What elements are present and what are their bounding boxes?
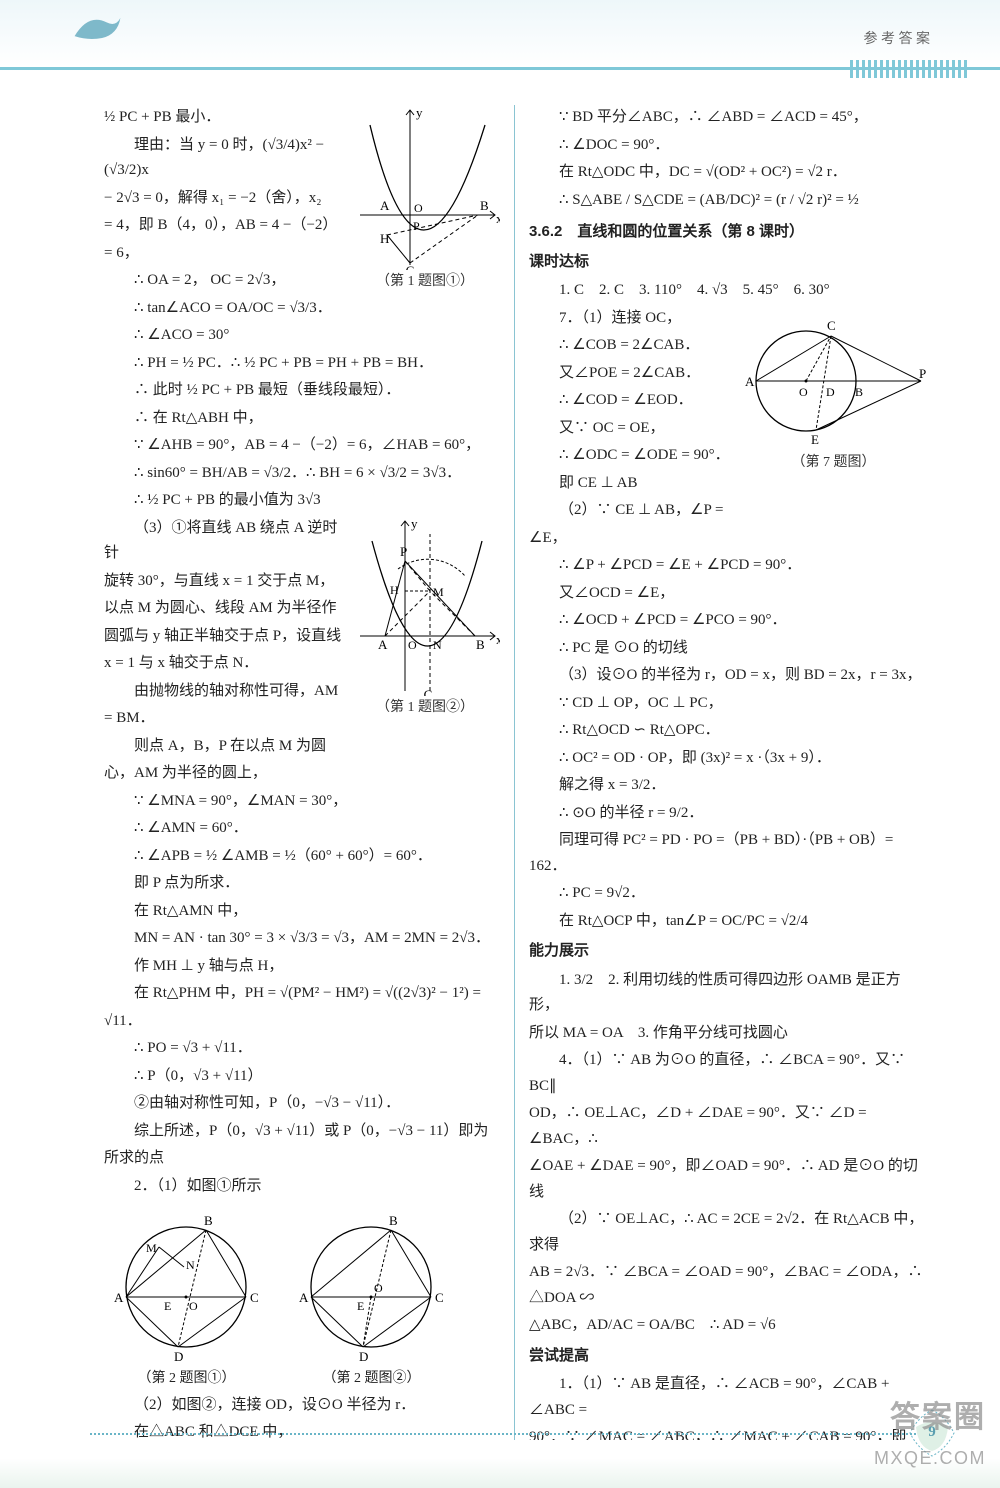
svg-text:C: C <box>406 263 415 270</box>
sub-dabiao: 课时达标 <box>529 249 926 275</box>
figure-2-pair: A C B D M N E O （第 2 题图①） <box>104 1207 500 1391</box>
svg-text:A: A <box>299 1290 309 1305</box>
svg-text:E: E <box>164 1299 171 1313</box>
svg-text:A: A <box>114 1290 124 1305</box>
svg-text:A: A <box>380 198 390 213</box>
sub-nengli: 能力展示 <box>529 938 926 964</box>
svg-text:B: B <box>389 1213 398 1228</box>
svg-text:D: D <box>359 1349 368 1364</box>
svg-text:D: D <box>174 1349 183 1364</box>
svg-text:P: P <box>400 544 407 559</box>
figure-1-1: A O B x y P H C （第 1 题图①） <box>350 105 500 294</box>
svg-text:H: H <box>380 231 389 246</box>
svg-text:C: C <box>424 687 433 696</box>
sub-changshi: 尝试提高 <box>529 1343 926 1369</box>
header-bar: 参 考 答 案 <box>0 0 1000 70</box>
svg-text:y: y <box>416 105 423 120</box>
svg-text:C: C <box>250 1290 259 1305</box>
svg-text:A: A <box>378 637 388 652</box>
dabiao-answers: 1. C 2. C 3. 110° 4. √3 5. 45° 6. 30° <box>529 278 926 304</box>
figure-1-2: A O N B x y P H M C （第 1 题图②） <box>350 516 500 720</box>
svg-text:B: B <box>476 637 485 652</box>
page-content: A O B x y P H C （第 1 题图①） ½ PC + PB 最小． … <box>0 70 1000 1440</box>
svg-text:E: E <box>357 1299 364 1313</box>
header-stripes <box>850 60 970 78</box>
svg-text:B: B <box>204 1213 213 1228</box>
svg-text:N: N <box>433 638 442 652</box>
svg-text:O: O <box>189 1299 198 1313</box>
svg-text:N: N <box>186 1258 195 1272</box>
svg-text:M: M <box>146 1241 157 1255</box>
svg-text:y: y <box>411 516 418 531</box>
svg-text:O: O <box>414 201 423 215</box>
svg-text:M: M <box>433 585 444 599</box>
svg-text:A: A <box>745 374 755 389</box>
svg-text:x: x <box>496 211 500 226</box>
svg-text:D: D <box>826 385 835 399</box>
right-column: BD 平分∠ABC，∴ ∠ABD = ∠ACD = 45°， ∠DOC = 90… <box>515 105 940 1440</box>
svg-text:C: C <box>827 318 836 333</box>
svg-text:O: O <box>408 638 417 652</box>
svg-text:B: B <box>855 385 863 399</box>
section-title: 3.6.2 直线和圆的位置关系（第 8 课时） <box>529 219 926 245</box>
figure-7: A C O D B E P （第 7 题图） <box>741 306 926 475</box>
svg-text:P: P <box>413 219 420 233</box>
svg-text:H: H <box>390 583 399 597</box>
svg-text:O: O <box>799 385 808 399</box>
svg-text:P: P <box>919 366 926 381</box>
dove-icon <box>70 8 125 46</box>
svg-text:B: B <box>480 198 489 213</box>
svg-text:E: E <box>811 432 819 447</box>
footer-dotted-line: 9 <box>90 1427 940 1443</box>
svg-text:x: x <box>496 632 500 647</box>
svg-text:C: C <box>435 1290 444 1305</box>
header-title: 参 考 答 案 <box>864 28 931 52</box>
svg-text:O: O <box>374 1281 383 1295</box>
left-column: A O B x y P H C （第 1 题图①） ½ PC + PB 最小． … <box>90 105 515 1440</box>
